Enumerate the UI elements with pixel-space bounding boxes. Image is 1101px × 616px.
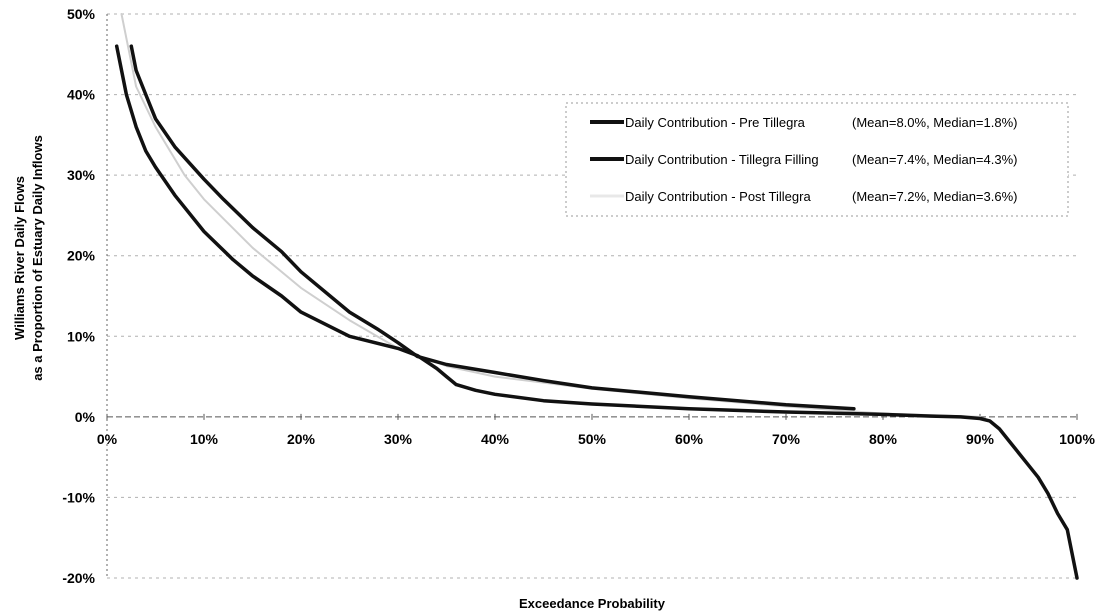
y-tick-label: 30% — [67, 167, 96, 183]
legend-stats-pre: (Mean=8.0%, Median=1.8%) — [852, 115, 1017, 130]
y-axis-title-line1: Williams River Daily Flows — [12, 176, 27, 340]
x-tick-label: 40% — [481, 431, 510, 447]
x-tick-label: 50% — [578, 431, 607, 447]
x-axis-title: Exceedance Probability — [519, 596, 666, 611]
y-tick-label: 10% — [67, 328, 96, 344]
x-tick-labels: 0% 10% 20% 30% 40% 50% 60% 70% 80% 90% 100% — [97, 431, 1096, 447]
x-tick-label: 0% — [97, 431, 118, 447]
legend-label-post: Daily Contribution - Post Tillegra — [625, 189, 811, 204]
y-axis-title-line2: as a Proportion of Estuary Daily Inflows — [30, 135, 45, 381]
x-tick-label: 20% — [287, 431, 316, 447]
y-tick-label: 0% — [75, 409, 96, 425]
grid-lines — [106, 13, 1078, 579]
x-tick-label: 70% — [772, 431, 801, 447]
x-tick-label: 30% — [384, 431, 413, 447]
legend: Daily Contribution - Pre Tillegra (Mean=… — [565, 102, 1069, 217]
y-tick-label: -20% — [62, 570, 95, 586]
legend-box — [565, 102, 1069, 217]
x-tick-label: 80% — [869, 431, 898, 447]
x-tick-label: 60% — [675, 431, 704, 447]
y-tick-label: 40% — [67, 87, 96, 103]
legend-stats-filling: (Mean=7.4%, Median=4.3%) — [852, 152, 1017, 167]
y-tick-labels: 50% 40% 30% 20% 10% 0% -10% -20% — [62, 6, 95, 586]
y-tick-label: -10% — [62, 489, 95, 505]
series-lines — [114, 13, 1079, 580]
y-tick-label: 50% — [67, 6, 96, 22]
legend-stats-post: (Mean=7.2%, Median=3.6%) — [852, 189, 1017, 204]
x-tick-label: 90% — [966, 431, 995, 447]
y-tick-label: 20% — [67, 248, 96, 264]
x-tick-label: 100% — [1059, 431, 1095, 447]
legend-label-filling: Daily Contribution - Tillegra Filling — [625, 152, 819, 167]
series-line-pre-tillegra — [114, 44, 1079, 580]
series-line-tillegra-filling — [129, 44, 856, 411]
legend-label-pre: Daily Contribution - Pre Tillegra — [625, 115, 806, 130]
x-tick-label: 10% — [190, 431, 219, 447]
